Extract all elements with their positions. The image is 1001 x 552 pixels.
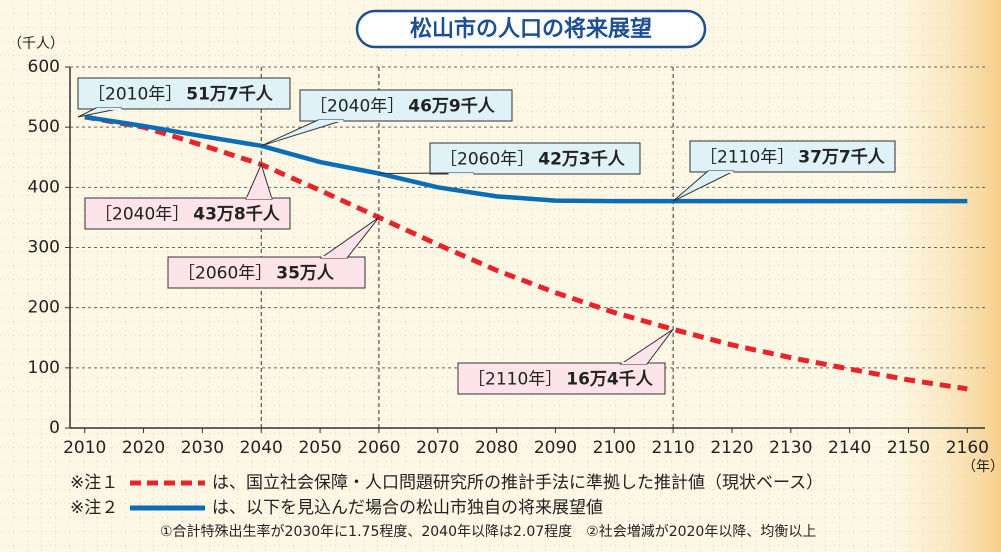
callout-value: 37万7千人 (798, 148, 885, 168)
chart-title: 松山市の人口の将来展望 (410, 16, 652, 42)
title-box (355, 9, 707, 49)
callout-value: 46万9千人 (408, 97, 495, 117)
legend-note: ※注１ (70, 473, 118, 493)
y-tick-label: 400 (28, 177, 60, 197)
x-tick-label: 2080 (475, 438, 518, 458)
callout-year: ［2060年］ (178, 264, 272, 284)
callout-label: ［2110年］ 37万7千人 (700, 148, 886, 168)
x-tick-label: 2070 (416, 438, 459, 458)
series-line (84, 114, 968, 392)
callout-label: ［2060年］ 42万3千人 (440, 150, 626, 170)
legend-label: は、国立社会保障・人口問題研究所の推計手法に準拠した推計値（現状ベース） (212, 473, 823, 493)
x-tick-label: 2130 (769, 438, 812, 458)
callout-label: ［2110年］ 16万4千人 (468, 370, 654, 390)
x-tick-label: 2050 (298, 438, 341, 458)
callout-box (167, 256, 366, 289)
x-tick-label: 2150 (887, 438, 930, 458)
callout-value: 42万3千人 (538, 150, 625, 170)
footnote: ①合計特殊出生率が2030年に1.75程度、2040年以降は2.07程度 ②社会… (160, 523, 816, 540)
callout-year: ［2010年］ (88, 85, 182, 105)
x-tick-label: 2140 (828, 438, 871, 458)
callout-box (299, 89, 513, 122)
y-tick-label: 500 (28, 117, 60, 137)
callout-label: ［2040年］ 43万8千人 (95, 205, 281, 225)
y-tick-label: 300 (28, 238, 60, 258)
y-tick-label: 0 (49, 418, 60, 438)
callout-label: ［2010年］ 51万7千人 (88, 85, 274, 105)
x-tick-label: 2030 (181, 438, 224, 458)
x-tick-label: 2040 (240, 438, 283, 458)
y-tick-label: 600 (28, 57, 60, 77)
x-tick-label: 2020 (122, 438, 165, 458)
callout-value: 51万7千人 (186, 85, 273, 105)
callout-value: 35万人 (276, 264, 335, 284)
callout-value: 43万8千人 (193, 205, 280, 225)
callout-year: ［2040年］ (310, 97, 404, 117)
x-tick-label: 2100 (593, 438, 636, 458)
x-tick-label: 2060 (357, 438, 400, 458)
callout-box (689, 140, 896, 173)
callout-year: ［2110年］ (468, 370, 562, 390)
legend-note: ※注２ (70, 498, 118, 518)
y-tick-label: 200 (28, 298, 60, 318)
x-tick-label: 2010 (63, 438, 106, 458)
x-tick-label: 2090 (534, 438, 577, 458)
x-tick-label: 2120 (710, 438, 753, 458)
x-tick-label: 2110 (652, 438, 695, 458)
callout-year: ［2110年］ (700, 148, 794, 168)
callout-label: ［2040年］ 46万9千人 (310, 97, 496, 117)
x-axis-label: （年） (962, 459, 1001, 475)
y-tick-label: 100 (28, 358, 60, 378)
background-edge (860, 0, 1001, 552)
callout-box (84, 197, 291, 230)
callout-box (457, 362, 666, 395)
x-tick-label: 2160 (946, 438, 989, 458)
callout-box (77, 77, 291, 110)
callout-label: ［2060年］ 35万人 (178, 264, 335, 284)
callout-year: ［2060年］ (440, 150, 534, 170)
y-axis-label: （千人） (8, 36, 64, 52)
callout-box (429, 142, 641, 175)
series-line (84, 114, 968, 204)
legend-label: は、以下を見込んだ場合の松山市独自の将来展望値 (212, 498, 603, 518)
callout-year: ［2040年］ (95, 205, 189, 225)
callout-value: 16万4千人 (566, 370, 653, 390)
